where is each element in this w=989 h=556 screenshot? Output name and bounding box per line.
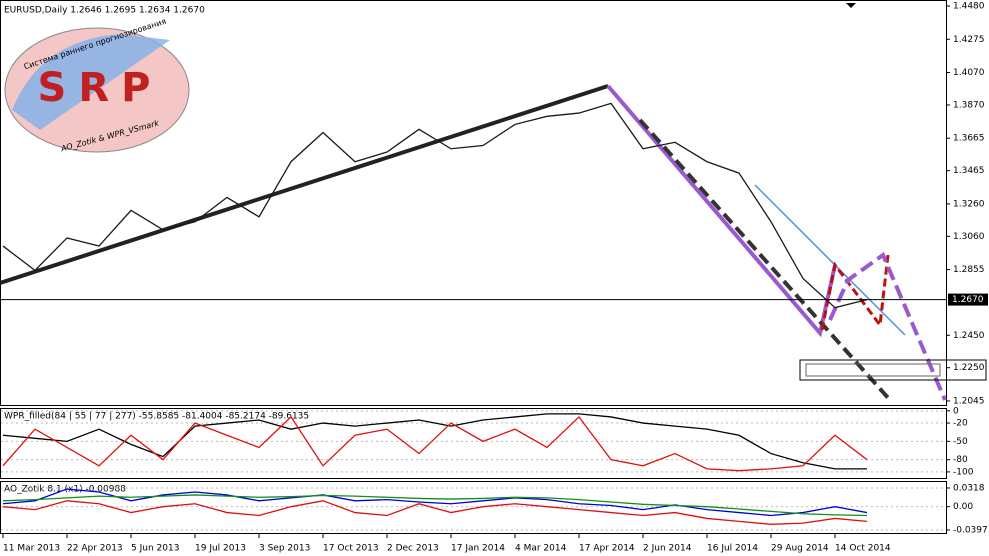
y-tick-label: 1.3465 bbox=[953, 166, 985, 176]
series-line bbox=[2, 413, 867, 470]
series-line bbox=[2, 415, 868, 472]
y-tick-label: -20 bbox=[953, 419, 968, 429]
wpr-panel bbox=[0, 408, 947, 479]
target-box bbox=[805, 363, 941, 377]
y-tick-label: 1.2450 bbox=[953, 331, 985, 341]
y-tick-label: 1.3665 bbox=[953, 134, 985, 144]
x-tick-label: 3 Sep 2013 bbox=[259, 544, 310, 554]
x-tick-label: 14 Oct 2014 bbox=[835, 544, 891, 554]
x-tick-label: 2 Jun 2014 bbox=[643, 544, 692, 554]
y-tick-label: 1.4275 bbox=[953, 35, 985, 45]
x-tick-label: 17 Jan 2014 bbox=[451, 544, 505, 554]
x-tick-label: 29 Aug 2014 bbox=[771, 544, 829, 554]
series-line bbox=[2, 494, 868, 517]
last-price-label: 1.2670 bbox=[952, 295, 984, 305]
shift-marker bbox=[846, 3, 856, 8]
x-tick-label: 16 Jul 2014 bbox=[707, 544, 758, 554]
main-panel bbox=[0, 0, 947, 406]
trend-line bbox=[638, 118, 892, 402]
forecast-line bbox=[820, 254, 890, 331]
y-tick-label: 1.2045 bbox=[953, 396, 985, 406]
x-tick-label: 22 Apr 2013 bbox=[67, 544, 123, 554]
trend-line bbox=[754, 184, 906, 336]
series-line bbox=[2, 488, 868, 517]
chart-title: EURUSD,Daily 1.2646 1.2695 1.2634 1.2670 bbox=[4, 6, 205, 16]
y-tick-label: 0 bbox=[953, 406, 959, 416]
x-tick-label: 19 Jul 2013 bbox=[195, 544, 246, 554]
y-tick-label: 1.4480 bbox=[953, 2, 985, 12]
x-tick-label: 11 Mar 2013 bbox=[3, 544, 60, 554]
x-tick-label: 5 Jun 2013 bbox=[131, 544, 179, 554]
x-tick-label: 2 Dec 2013 bbox=[387, 544, 439, 554]
series-line bbox=[2, 102, 868, 309]
y-tick-label: 0.00 bbox=[953, 502, 973, 512]
x-tick-label: 4 Mar 2014 bbox=[515, 544, 567, 554]
logo-shape bbox=[12, 34, 170, 130]
y-tick-label: 1.3060 bbox=[953, 232, 985, 242]
y-tick-label: 1.3260 bbox=[953, 199, 985, 209]
y-tick-label: 1.4070 bbox=[953, 68, 985, 78]
y-tick-label: 1.2855 bbox=[953, 265, 985, 275]
logo-title: SRP bbox=[38, 65, 163, 111]
x-tick-label: 17 Apr 2014 bbox=[579, 544, 635, 554]
target-box bbox=[799, 359, 987, 381]
x-tick-label: 17 Oct 2013 bbox=[323, 544, 379, 554]
y-tick-label: -0.0397 bbox=[953, 526, 988, 536]
ao-panel bbox=[0, 481, 947, 534]
y-tick-label: -50 bbox=[953, 437, 968, 447]
trend-line bbox=[0, 84, 609, 285]
series-line bbox=[2, 500, 868, 525]
y-tick-label: 0.0318 bbox=[953, 483, 985, 493]
y-tick-label: -80 bbox=[953, 455, 968, 465]
last-price-box bbox=[948, 293, 988, 306]
y-tick-label: 1.2250 bbox=[953, 363, 985, 373]
y-tick-label: -100 bbox=[953, 467, 974, 477]
indicator-title: WPR_filled(84 | 55 | 77 | 277) -55.8585 … bbox=[4, 412, 309, 422]
y-tick-label: 1.3870 bbox=[953, 100, 985, 110]
